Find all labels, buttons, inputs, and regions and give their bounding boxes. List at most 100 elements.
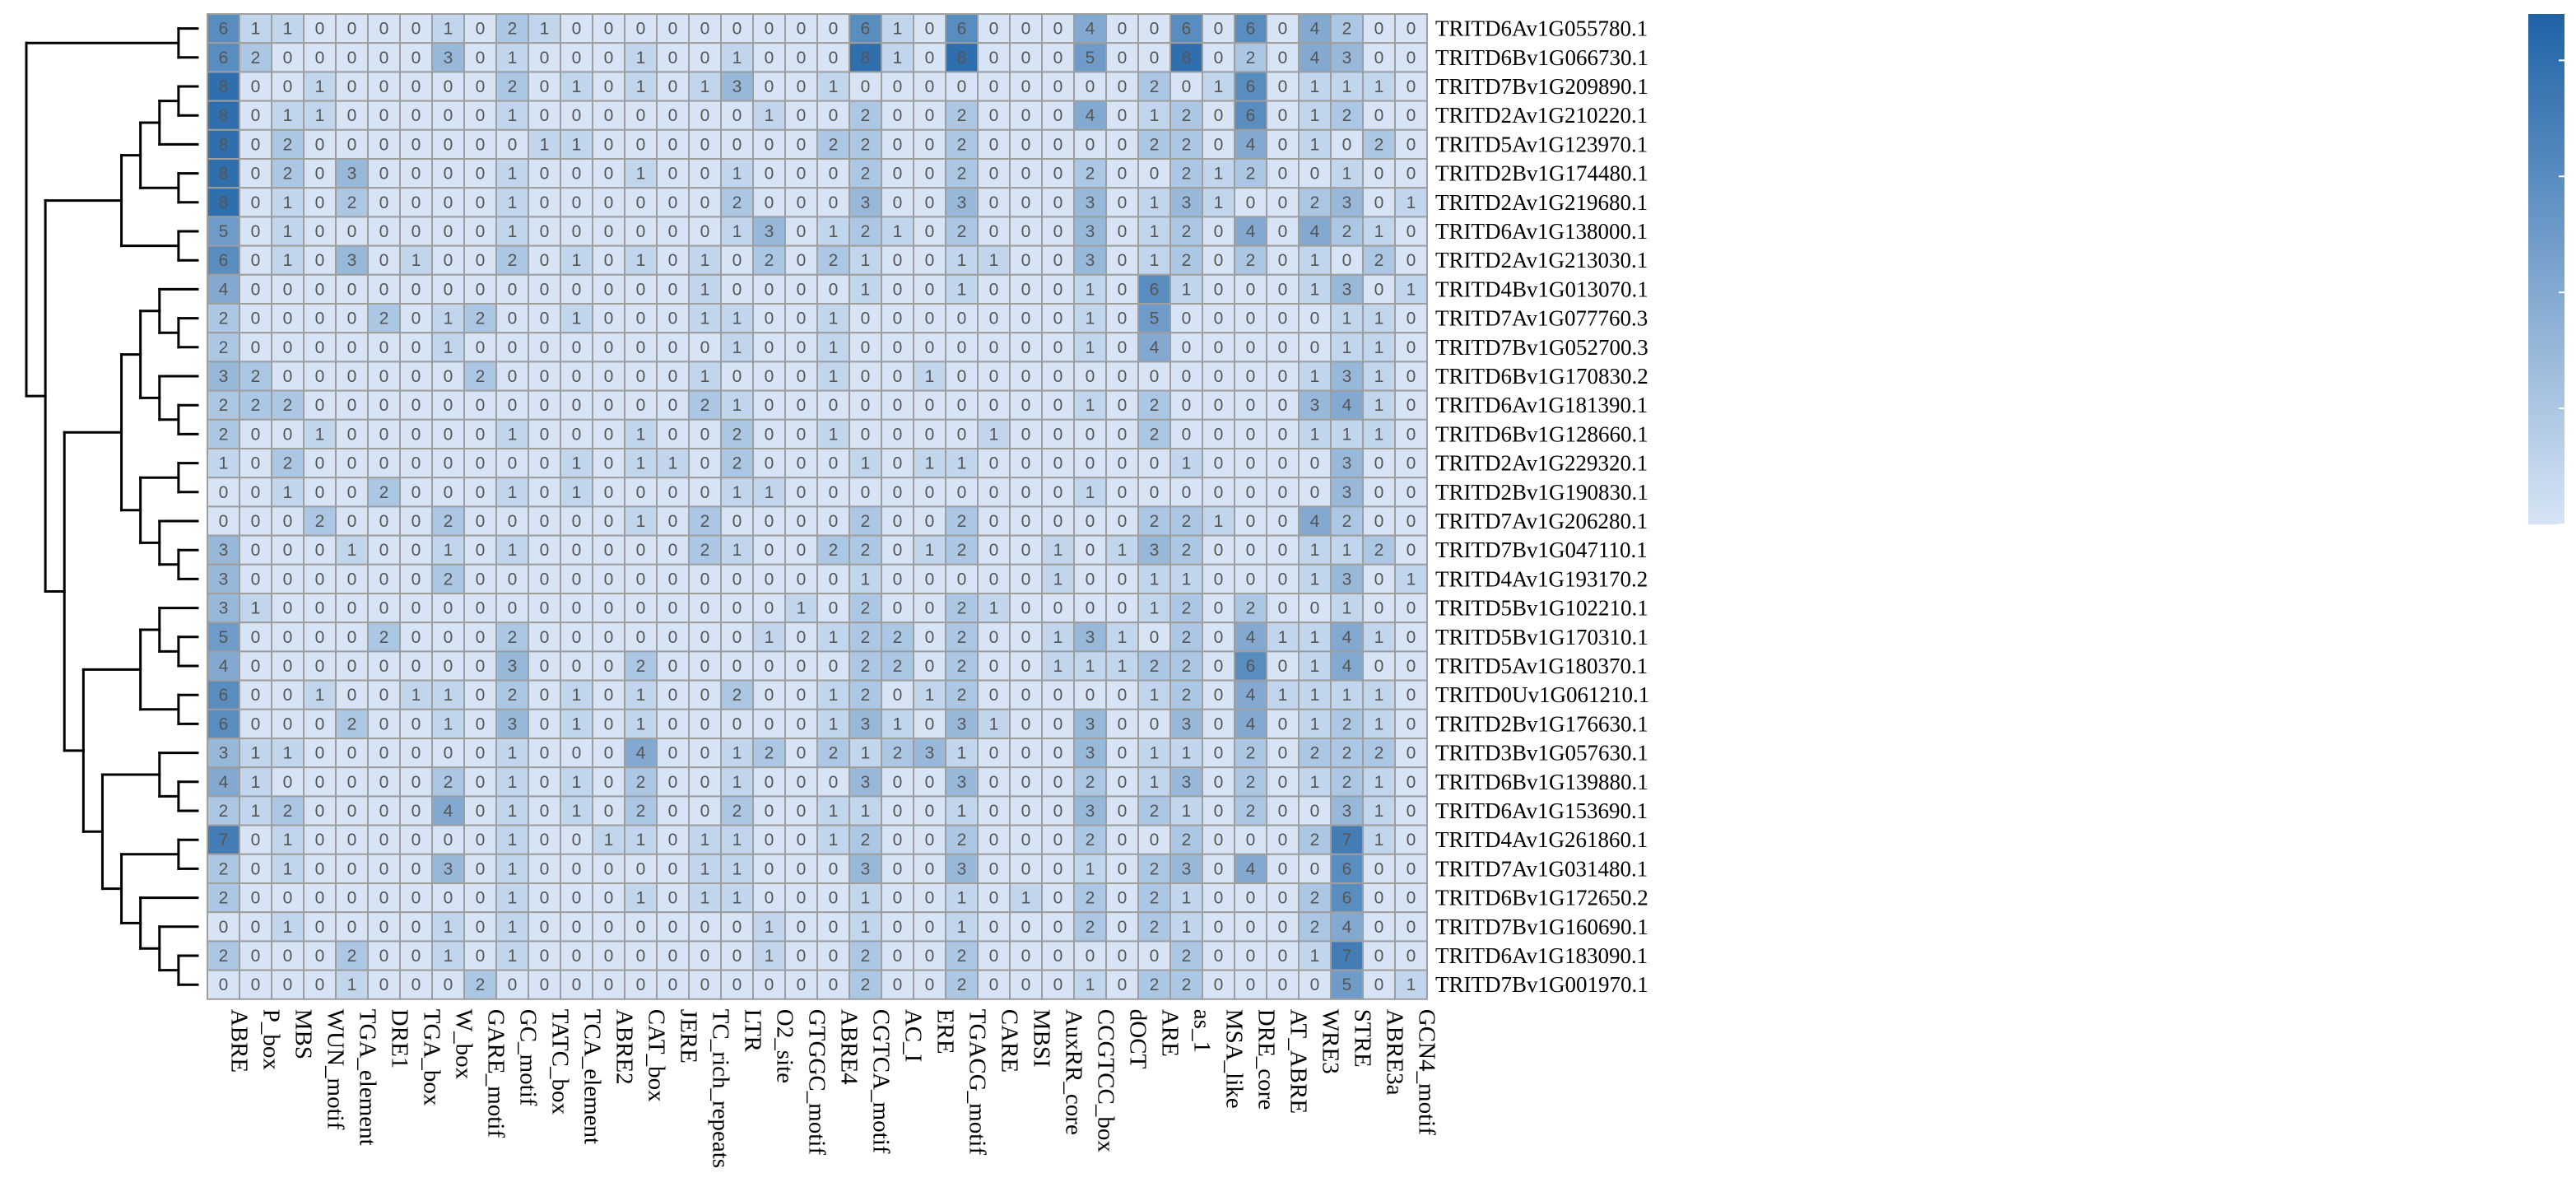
cell-value: 0 — [989, 773, 999, 792]
cell-value: 0 — [765, 975, 774, 994]
cell-value: 0 — [540, 570, 550, 589]
cell-value: 2 — [251, 49, 261, 67]
cell-value: 0 — [379, 918, 389, 937]
cell-value: 0 — [444, 744, 453, 763]
cell-value: 0 — [604, 512, 614, 531]
cell-value: 2 — [1246, 773, 1256, 792]
cell-value: 0 — [444, 483, 453, 502]
cell-value: 0 — [379, 77, 389, 96]
cell-value: 2 — [957, 135, 967, 154]
cell-value: 0 — [347, 628, 357, 647]
column-label: DRE1 — [387, 1009, 413, 1069]
heatmap-cell — [945, 303, 979, 334]
cell-value: 0 — [989, 49, 999, 67]
cell-value: 2 — [1342, 744, 1352, 763]
cell-value: 1 — [444, 918, 453, 937]
cell-value: 1 — [1342, 686, 1352, 705]
cell-value: 0 — [1053, 77, 1063, 96]
cell-value: 0 — [765, 310, 774, 328]
heatmap-cell — [752, 332, 786, 363]
color-legend: 02468 — [2528, 14, 2564, 525]
cell-value: 1 — [1150, 251, 1160, 270]
heatmap-cell — [849, 158, 882, 189]
cell-value: 0 — [925, 715, 935, 733]
cell-value: 1 — [1374, 367, 1384, 386]
heatmap-cell — [1362, 13, 1396, 44]
cell-value: 1 — [765, 106, 774, 125]
cell-value: 0 — [668, 77, 678, 96]
column-label: AuxRR_core — [1061, 1009, 1087, 1135]
cell-value: 1 — [1182, 454, 1192, 473]
cell-value: 0 — [1021, 657, 1031, 676]
cell-value: 0 — [476, 599, 486, 618]
row-label: TRITD5Av1G180370.1 — [1435, 654, 1648, 678]
cell-value: 1 — [957, 889, 967, 908]
heatmap-cell — [431, 303, 465, 334]
cell-value: 0 — [861, 77, 871, 96]
cell-value: 0 — [925, 599, 935, 618]
cell-value: 0 — [700, 106, 710, 125]
cell-value: 2 — [1086, 773, 1095, 792]
cell-value: 0 — [412, 599, 421, 618]
cell-value: 2 — [1310, 889, 1320, 908]
cell-value: 0 — [444, 975, 453, 994]
cell-value: 0 — [604, 686, 614, 705]
cell-value: 0 — [636, 859, 646, 878]
cell-value: 2 — [219, 947, 229, 966]
cell-value: 2 — [1182, 628, 1192, 647]
cell-value: 1 — [732, 483, 742, 502]
cell-value: 0 — [797, 165, 807, 184]
cell-value: 0 — [604, 280, 614, 299]
heatmap-cell — [784, 128, 818, 161]
cell-value: 0 — [347, 512, 357, 531]
cell-value: 0 — [1021, 165, 1031, 184]
cell-value: 0 — [251, 570, 261, 589]
cell-value: 0 — [893, 918, 903, 937]
cell-value: 0 — [1021, 338, 1031, 357]
cell-value: 0 — [957, 570, 967, 589]
cell-value: 0 — [765, 512, 774, 531]
cell-value: 1 — [251, 20, 261, 39]
cell-value: 1 — [508, 49, 518, 67]
heatmap-cell — [1137, 158, 1171, 189]
row-label: TRITD5Bv1G170310.1 — [1435, 625, 1648, 649]
cell-value: 0 — [604, 947, 614, 966]
cell-value: 0 — [1053, 280, 1063, 299]
cell-value: 0 — [925, 396, 935, 415]
cell-value: 1 — [1182, 280, 1192, 299]
cell-value: 1 — [732, 859, 742, 878]
cell-value: 1 — [957, 918, 967, 937]
cell-value: 1 — [1021, 889, 1031, 908]
cell-value: 0 — [1053, 425, 1063, 444]
cell-value: 0 — [476, 193, 486, 212]
column-label: GARE_motif — [483, 1009, 509, 1138]
cell-value: 0 — [251, 657, 261, 676]
cell-value: 0 — [732, 135, 742, 154]
cell-value: 0 — [1118, 889, 1128, 908]
cell-value: 2 — [508, 628, 518, 647]
cell-value: 0 — [251, 541, 261, 560]
cell-value: 0 — [1150, 715, 1160, 733]
cell-value: 0 — [829, 859, 839, 878]
cell-value: 1 — [700, 280, 710, 299]
cell-value: 0 — [989, 338, 999, 357]
cell-value: 0 — [668, 657, 678, 676]
column-label: AT_ABRE — [1286, 1009, 1312, 1114]
cell-value: 1 — [861, 918, 871, 937]
heatmap-cell — [977, 128, 1011, 161]
cell-value: 0 — [765, 715, 774, 733]
heatmap-cell — [1169, 273, 1203, 305]
cell-value: 1 — [1118, 657, 1128, 676]
heatmap-cell — [463, 216, 497, 247]
cell-value: 0 — [572, 106, 582, 125]
cell-value: 1 — [668, 454, 678, 473]
cell-value: 1 — [861, 251, 871, 270]
heatmap-cell — [945, 71, 979, 102]
cell-value: 0 — [1278, 310, 1288, 328]
cell-value: 1 — [572, 251, 582, 270]
row-label: TRITD7Bv1G160690.1 — [1435, 915, 1648, 939]
heatmap-cell — [752, 244, 786, 276]
heatmap-cell — [592, 71, 625, 102]
cell-value: 2 — [957, 599, 967, 618]
cell-value: 4 — [1310, 49, 1320, 67]
